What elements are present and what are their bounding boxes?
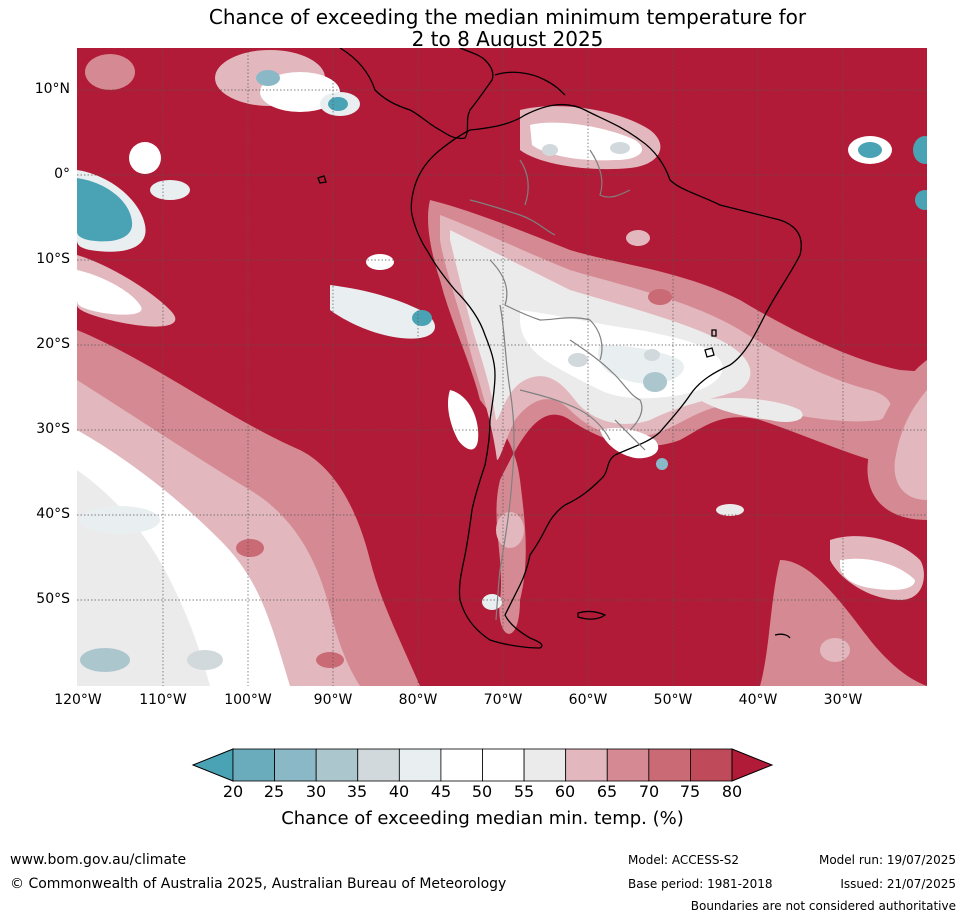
lon-label-120w: 120°W xyxy=(54,692,102,708)
colorbar-bin xyxy=(315,748,359,782)
colorbar-below-triangle xyxy=(191,748,234,782)
colorbar-tick-20: 20 xyxy=(222,782,244,801)
colorbar-bin xyxy=(357,748,400,782)
map-title-line1: Chance of exceeding the median minimum t… xyxy=(208,5,807,29)
lon-label-60w: 60°W xyxy=(568,692,608,708)
lon-label-70w: 70°W xyxy=(483,692,523,708)
colorbar-bin xyxy=(482,748,525,782)
lon-label-30w: 30°W xyxy=(823,692,863,708)
colorbar-tick-40: 40 xyxy=(388,782,410,801)
colorbar-bin xyxy=(648,748,691,782)
footer-url[interactable]: www.bom.gov.au/climate xyxy=(10,852,187,868)
lon-label-90w: 90°W xyxy=(313,692,353,708)
colorbar-tick-80: 80 xyxy=(721,782,743,801)
colorbar-tick-50: 50 xyxy=(471,782,493,801)
probability-field-caribbean xyxy=(520,106,661,170)
colorbar-tick-30: 30 xyxy=(305,782,327,801)
colorbar-tick-25: 25 xyxy=(263,782,285,801)
colorbar-bin xyxy=(565,748,608,782)
colorbar-title: Chance of exceeding median min. temp. (%… xyxy=(281,808,684,829)
colorbar-bin xyxy=(398,748,442,782)
lon-label-110w: 110°W xyxy=(139,692,187,708)
colorbar-bin xyxy=(523,748,567,782)
probability-field-atlantic xyxy=(560,136,927,686)
lat-label-40s: 40°S xyxy=(36,506,70,522)
colorbar-tick-75: 75 xyxy=(679,782,701,801)
map-gridlines xyxy=(77,48,927,686)
footer-base-period: Base period: 1981-2018 xyxy=(628,877,773,891)
footer-boundary-note: Boundaries are not considered authoritat… xyxy=(690,899,956,913)
lon-label-40w: 40°W xyxy=(738,692,778,708)
colorbar-tick-55: 55 xyxy=(513,782,535,801)
footer-model-run: Model run: 19/07/2025 xyxy=(818,853,956,867)
lon-label-80w: 80°W xyxy=(398,692,438,708)
footer-model: Model: ACCESS-S2 xyxy=(628,853,740,867)
lon-label-100w: 100°W xyxy=(224,692,272,708)
colorbar-tick-70: 70 xyxy=(638,782,660,801)
lat-label-20s: 20°S xyxy=(36,336,70,352)
probability-field-equatorial-pacific xyxy=(77,50,435,339)
country-borders xyxy=(469,149,646,621)
colorbar-tick-65: 65 xyxy=(596,782,618,801)
colorbar-above-triangle xyxy=(731,748,774,782)
lat-label-50s: 50°S xyxy=(36,591,70,607)
colorbar-tick-45: 45 xyxy=(430,782,452,801)
map-title-line2: 2 to 8 August 2025 xyxy=(411,27,604,51)
colorbar-bin xyxy=(232,748,275,782)
colorbar xyxy=(191,748,774,782)
lat-label-30s: 30°S xyxy=(36,421,70,437)
footer-issued: Issued: 21/07/2025 xyxy=(840,877,956,891)
colorbar-bins xyxy=(232,748,733,782)
lat-label-10s: 10°S xyxy=(36,251,70,267)
colorbar-bin xyxy=(440,748,483,782)
colorbar-bin xyxy=(606,748,650,782)
colorbar-tick-60: 60 xyxy=(554,782,576,801)
footer-copyright: © Commonwealth of Australia 2025, Austra… xyxy=(10,876,507,892)
colorbar-bin xyxy=(274,748,317,782)
lat-label-10n: 10°N xyxy=(34,81,70,97)
colorbar-bin xyxy=(690,748,733,782)
lat-label-0: 0° xyxy=(54,166,70,182)
lon-label-50w: 50°W xyxy=(653,692,693,708)
colorbar-tick-35: 35 xyxy=(346,782,368,801)
coastline xyxy=(317,48,802,649)
map-plot-area xyxy=(77,48,927,686)
